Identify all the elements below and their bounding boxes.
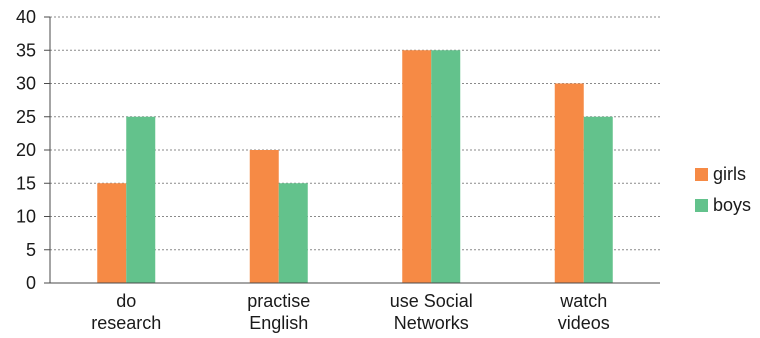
y-tick-label: 35 — [16, 40, 36, 60]
x-category-label: watch — [559, 291, 607, 311]
x-category-label: do — [116, 291, 136, 311]
bar-girls-3 — [554, 83, 584, 283]
legend-swatch-boys — [695, 199, 708, 212]
x-category-label: research — [91, 313, 161, 333]
axes — [44, 16, 660, 284]
y-tick-label: 20 — [16, 140, 36, 160]
bar-boys-3 — [583, 116, 613, 283]
legend: girls boys — [695, 164, 751, 215]
y-tick-label: 25 — [16, 107, 36, 127]
y-tick-label: 10 — [16, 207, 36, 227]
bar-boys-0 — [126, 116, 156, 283]
legend-swatch-girls — [695, 168, 708, 181]
x-category-label: use Social — [390, 291, 473, 311]
bar-girls-0 — [97, 183, 127, 283]
x-category-label: videos — [558, 313, 610, 333]
bar-boys-2 — [431, 50, 461, 283]
y-tick-label: 30 — [16, 74, 36, 94]
x-category-label: English — [249, 313, 308, 333]
y-axis-ticks: 0 5 10 15 20 25 30 35 40 — [16, 7, 36, 293]
x-category-label: Networks — [394, 313, 469, 333]
y-tick-label: 0 — [26, 273, 36, 293]
bars — [97, 50, 613, 283]
y-tick-label: 5 — [26, 240, 36, 260]
bar-girls-1 — [249, 150, 279, 283]
bar-boys-1 — [278, 183, 308, 283]
legend-label-girls: girls — [713, 164, 746, 184]
legend-label-boys: boys — [713, 195, 751, 215]
bar-girls-2 — [402, 50, 432, 283]
x-category-label: practise — [247, 291, 310, 311]
y-tick-label: 15 — [16, 173, 36, 193]
y-tick-label: 40 — [16, 7, 36, 27]
